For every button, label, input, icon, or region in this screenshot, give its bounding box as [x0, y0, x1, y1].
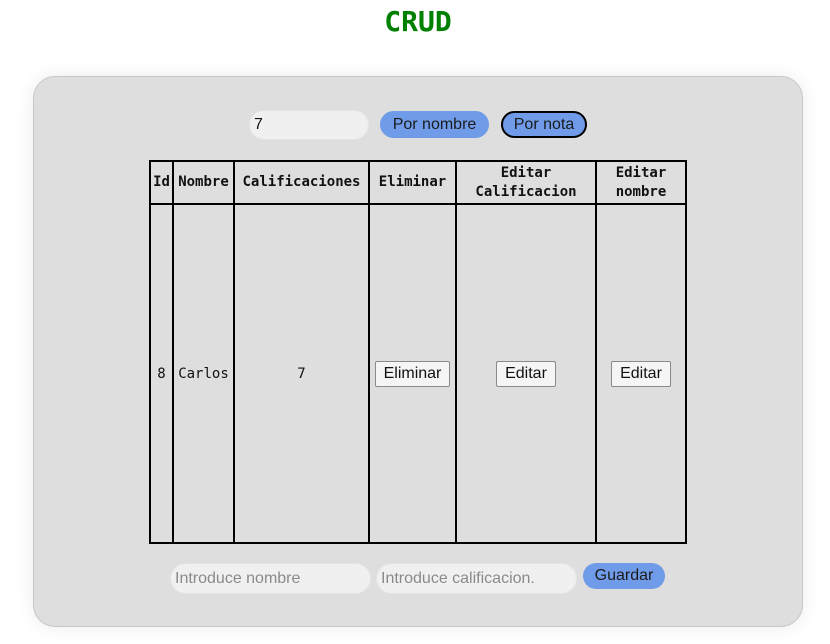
students-table: Id Nombre Calificaciones Eliminar Editar…	[149, 160, 687, 544]
page-title: CRUD	[384, 5, 452, 38]
header-delete: Eliminar	[368, 160, 457, 205]
cell-grade: 7	[233, 203, 370, 544]
cell-edit-grade: Editar	[455, 203, 597, 544]
cell-delete: Eliminar	[368, 203, 457, 544]
edit-grade-button[interactable]: Editar	[496, 360, 556, 387]
delete-button[interactable]: Eliminar	[374, 360, 451, 387]
header-name: Nombre	[172, 160, 235, 205]
name-input[interactable]	[170, 563, 371, 594]
header-id: Id	[149, 160, 174, 205]
cell-name: Carlos	[172, 203, 235, 544]
edit-name-button[interactable]: Editar	[611, 360, 671, 387]
header-edit-name: Editar nombre	[595, 160, 687, 205]
cell-id: 8	[149, 203, 174, 544]
header-edit-grade: Editar Calificacion	[455, 160, 597, 205]
cell-edit-name: Editar	[595, 203, 687, 544]
table-row: 8 Carlos 7 Eliminar Editar Editar	[149, 203, 687, 544]
save-button[interactable]: Guardar	[583, 563, 665, 589]
filter-by-grade-button[interactable]: Por nota	[501, 111, 587, 138]
filter-input[interactable]	[249, 110, 369, 140]
grade-input[interactable]	[376, 563, 577, 594]
filter-by-name-button[interactable]: Por nombre	[380, 111, 489, 138]
header-grades: Calificaciones	[233, 160, 370, 205]
table-header-row: Id Nombre Calificaciones Eliminar Editar…	[149, 160, 687, 205]
